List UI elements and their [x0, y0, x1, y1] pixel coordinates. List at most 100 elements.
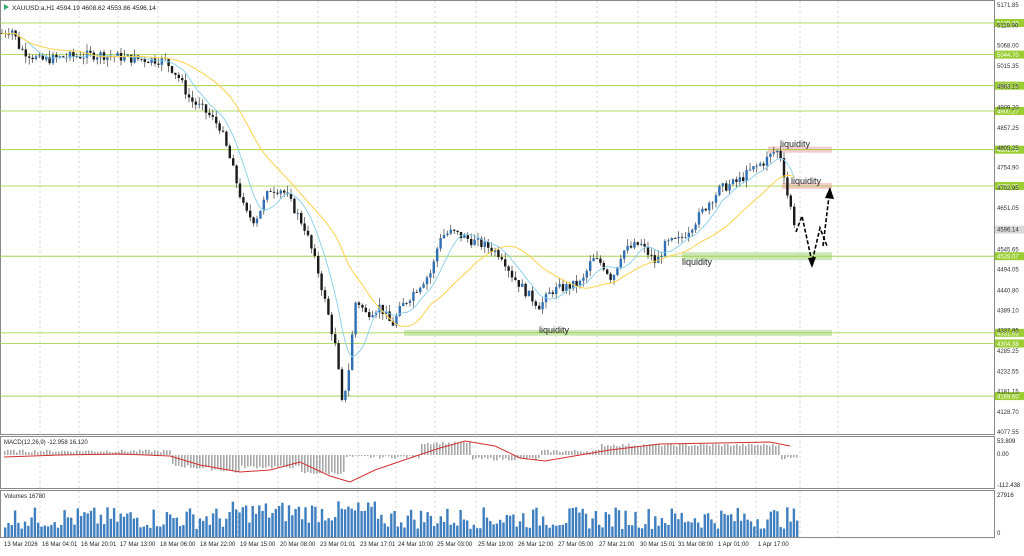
candle-body: [493, 250, 497, 252]
macd-bar: [76, 450, 78, 455]
volume-bar: [301, 519, 304, 537]
macd-bar: [160, 452, 162, 455]
volume-bar: [66, 517, 70, 537]
macd-bar: [91, 450, 93, 455]
candle-body: [306, 230, 310, 236]
volume-bar: [565, 522, 568, 537]
candle-body: [558, 284, 561, 288]
candle-body: [364, 307, 367, 313]
volume-bar: [139, 527, 142, 537]
candle-body: [711, 202, 714, 204]
macd-bar: [577, 451, 579, 455]
macd-bar: [529, 455, 531, 458]
candle-body: [238, 183, 242, 198]
volume-bar: [581, 508, 584, 537]
volume-bar: [27, 525, 30, 537]
candle-body: [157, 63, 160, 65]
macd-bar: [235, 455, 237, 473]
macd-bar: [43, 451, 45, 455]
price-tick: 4077.55: [997, 430, 1019, 436]
macd-bar: [385, 455, 387, 456]
macd-bar: [7, 449, 9, 455]
volume-bar: [251, 506, 254, 537]
time-label: 23 Mar 01:01: [320, 542, 356, 548]
volume-bar: [347, 506, 350, 537]
macd-bar: [448, 442, 450, 455]
volume-bar: [462, 519, 466, 537]
candle-body: [680, 236, 684, 238]
volume-bar: [13, 510, 17, 537]
macd-bar: [130, 451, 132, 455]
time-label: 31 Mar 08:00: [678, 542, 714, 548]
volume-bar: [182, 525, 185, 537]
candle-body: [126, 54, 129, 57]
volume-bar: [446, 508, 449, 537]
volume-bar: [89, 510, 93, 537]
time-label: 30 Mar 15:01: [640, 542, 676, 548]
macd-bar: [367, 455, 369, 457]
macd-bar: [433, 443, 435, 455]
candle-body: [140, 58, 143, 60]
macd-bar: [550, 452, 552, 455]
candle-body: [442, 235, 446, 239]
macd-indicator: [3, 440, 798, 483]
volume-bar: [122, 516, 126, 537]
volume-bar: [307, 522, 310, 537]
volume-bar: [442, 521, 446, 537]
volume-bar: [155, 526, 159, 537]
candle-body: [279, 190, 282, 194]
volume-bar: [396, 526, 400, 537]
candle-body: [585, 270, 588, 278]
volume-bar: [479, 528, 482, 537]
volume-bar: [274, 508, 277, 537]
volume-bar: [763, 528, 766, 537]
candle-body: [691, 229, 694, 233]
volume-bar: [149, 527, 152, 537]
level-price-label: 4528.07: [997, 255, 1019, 261]
macd-bar: [535, 455, 537, 460]
projection-path-up: [822, 195, 830, 247]
volume-bar: [469, 528, 472, 537]
projection-arrows[interactable]: [795, 187, 834, 268]
macd-bar: [328, 455, 330, 475]
volume-bar: [555, 525, 558, 537]
volume-bar: [759, 528, 763, 537]
volume-bar: [578, 512, 581, 537]
projection-path-down: [795, 213, 828, 263]
volume-bar: [393, 511, 396, 537]
volume-bar: [185, 511, 188, 537]
volume-bar: [86, 513, 89, 537]
macd-bar: [232, 455, 234, 472]
candle-body: [58, 56, 61, 58]
candle-body: [408, 300, 412, 304]
candle-body: [419, 287, 422, 293]
macd-bar: [265, 455, 267, 468]
candle-body: [772, 152, 775, 154]
macd-bar: [109, 452, 111, 455]
macd-bar: [118, 451, 120, 455]
macd-bar: [796, 455, 798, 458]
macd-bar: [763, 444, 765, 455]
candle-body: [561, 284, 565, 292]
macd-bar: [355, 455, 357, 456]
macd-bar: [187, 455, 189, 466]
macd-bar: [730, 446, 732, 455]
candle-body: [687, 232, 690, 238]
volume-bar: [7, 523, 10, 537]
volume-bar: [753, 526, 756, 537]
macd-bar: [202, 455, 204, 469]
candle-body: [300, 212, 303, 224]
macd-bar: [772, 443, 774, 455]
horizontal-levels[interactable]: [0, 22, 995, 397]
price-axis[interactable]: 5125.80 5044.70 4965.13 4900.27 4801.09 4708.…: [995, 3, 1024, 436]
macd-bar: [334, 455, 336, 474]
volume-bar: [532, 509, 535, 537]
volume-bar: [373, 501, 376, 537]
macd-bar: [733, 445, 735, 455]
volume-bar: [390, 513, 393, 537]
macd-bar: [100, 451, 102, 455]
volume-bar: [502, 522, 505, 537]
macd-bar: [688, 446, 690, 455]
